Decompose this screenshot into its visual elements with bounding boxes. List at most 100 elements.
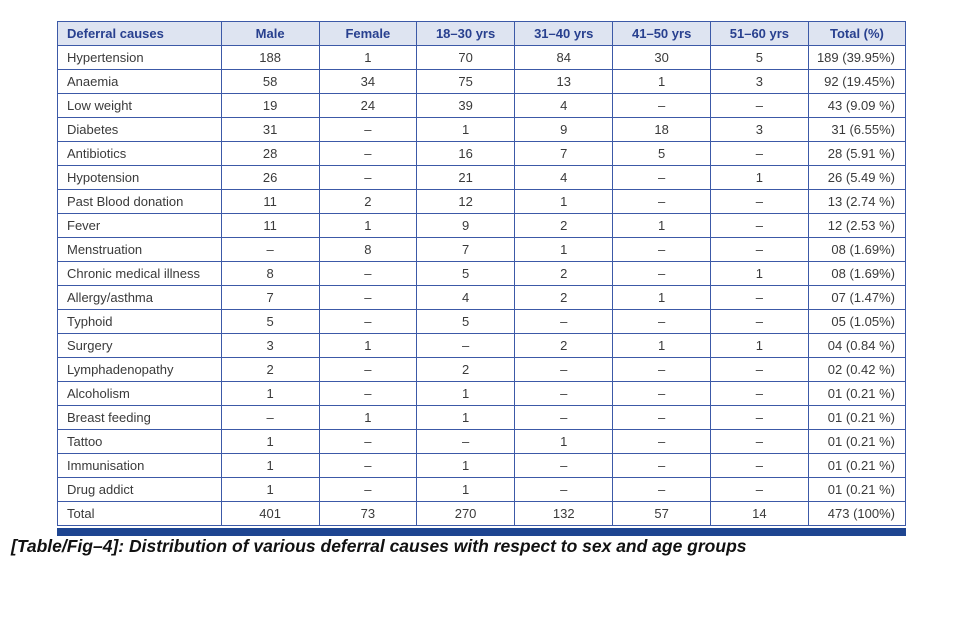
value-cell: 19 — [220, 93, 320, 118]
value-cell: 1 — [416, 405, 516, 430]
table-row: Allergy/asthma 7–4 2 1–07 (1.47%) — [57, 285, 907, 310]
value-cell: – — [416, 333, 516, 358]
column-header: 18–30 yrs — [416, 21, 516, 46]
row-label-cell: Allergy/asthma — [57, 285, 222, 310]
column-header: 31–40 yrs — [514, 21, 614, 46]
value-cell: 270 — [416, 501, 516, 526]
table-row: Typhoid 5–5– – –05 (1.05%) — [57, 309, 907, 334]
value-cell: 12 — [416, 189, 516, 214]
row-label-cell: Hypertension — [57, 45, 222, 70]
value-cell: – — [709, 429, 809, 454]
value-cell: 05 (1.05%) — [807, 309, 907, 334]
table-row: Antibiotics 28–16 7 5–28 (5.91 %) — [57, 141, 907, 166]
value-cell: – — [514, 357, 614, 382]
value-cell: 1 — [612, 285, 711, 310]
value-cell: 21 — [416, 165, 516, 190]
value-cell: 4 — [514, 165, 614, 190]
value-cell: 73 — [318, 501, 418, 526]
value-cell: – — [318, 453, 418, 478]
value-cell: 11 — [220, 213, 320, 238]
value-cell: – — [709, 213, 809, 238]
value-cell: – — [514, 405, 614, 430]
value-cell: 1 — [514, 189, 614, 214]
value-cell: 24 — [318, 93, 418, 118]
value-cell: 75 — [416, 69, 516, 94]
row-label-cell: Anaemia — [57, 69, 222, 94]
value-cell: – — [709, 93, 809, 118]
value-cell: – — [612, 93, 711, 118]
value-cell: – — [709, 285, 809, 310]
table-bottom-rule — [57, 528, 906, 536]
row-label-cell: Typhoid — [57, 309, 222, 334]
value-cell: 1 — [220, 453, 320, 478]
value-cell: 9 — [416, 213, 516, 238]
value-cell: 01 (0.21 %) — [807, 429, 907, 454]
value-cell: – — [318, 477, 418, 502]
value-cell: – — [514, 453, 614, 478]
value-cell: – — [709, 309, 809, 334]
value-cell: 1 — [709, 333, 809, 358]
value-cell: 30 — [612, 45, 711, 70]
table-row: Menstruation –8 7 1– –08 (1.69%) — [57, 237, 907, 262]
row-label-cell: Past Blood donation — [57, 189, 222, 214]
value-cell: 1 — [416, 117, 516, 142]
value-cell: – — [318, 309, 418, 334]
value-cell: 1 — [318, 405, 418, 430]
value-cell: – — [318, 117, 418, 142]
value-cell: 1 — [220, 381, 320, 406]
row-label-cell: Lymphadenopathy — [57, 357, 222, 382]
value-cell: 13 (2.74 %) — [807, 189, 907, 214]
value-cell: 1 — [612, 69, 711, 94]
column-header: Female — [318, 21, 418, 46]
value-cell: 11 — [220, 189, 320, 214]
value-cell: – — [612, 165, 711, 190]
row-label-cell: Antibiotics — [57, 141, 222, 166]
value-cell: 9 — [514, 117, 614, 142]
value-cell: 5 — [220, 309, 320, 334]
row-label-cell: Diabetes — [57, 117, 222, 142]
value-cell: – — [709, 453, 809, 478]
value-cell: – — [709, 141, 809, 166]
table-header-row: Deferral causes Male Female 18–30 yrs 31–40 … — [57, 21, 907, 46]
value-cell: 08 (1.69%) — [807, 261, 907, 286]
table-row: Hypotension 26–21 4–1 26 (5.49 %) — [57, 165, 907, 190]
value-cell: – — [612, 453, 711, 478]
table-row: Breast feeding –1 1– – –01 (0.21 %) — [57, 405, 907, 430]
row-label-cell: Alcoholism — [57, 381, 222, 406]
value-cell: 1 — [612, 333, 711, 358]
value-cell: 43 (9.09 %) — [807, 93, 907, 118]
value-cell: – — [612, 381, 711, 406]
table-head: Deferral causes Male Female 18–30 yrs 31–40 … — [57, 21, 907, 46]
value-cell: – — [514, 381, 614, 406]
value-cell: 28 — [220, 141, 320, 166]
column-header: Male — [220, 21, 320, 46]
row-label-cell: Breast feeding — [57, 405, 222, 430]
value-cell: – — [709, 405, 809, 430]
value-cell: 16 — [416, 141, 516, 166]
value-cell: 07 (1.47%) — [807, 285, 907, 310]
value-cell: 473 (100%) — [807, 501, 907, 526]
value-cell: – — [318, 261, 418, 286]
value-cell: 26 — [220, 165, 320, 190]
table-row: Fever 11 1 9 2 1–12 (2.53 %) — [57, 213, 907, 238]
table-row: Chronic medical illness 8–5 2–1 08 (1.69%) — [57, 261, 907, 286]
value-cell: 1 — [514, 237, 614, 262]
value-cell: 01 (0.21 %) — [807, 405, 907, 430]
table-row: Past Blood donation 11 2 12 1– –13 (2.74 %) — [57, 189, 907, 214]
value-cell: 01 (0.21 %) — [807, 453, 907, 478]
row-label-cell: Immunisation — [57, 453, 222, 478]
row-label-cell: Surgery — [57, 333, 222, 358]
value-cell: 2 — [220, 357, 320, 382]
value-cell: 3 — [220, 333, 320, 358]
value-cell: – — [612, 261, 711, 286]
value-cell: 58 — [220, 69, 320, 94]
value-cell: – — [612, 477, 711, 502]
value-cell: 1 — [318, 213, 418, 238]
value-cell: 02 (0.42 %) — [807, 357, 907, 382]
row-label-cell: Total — [57, 501, 222, 526]
value-cell: 188 — [220, 45, 320, 70]
value-cell: 4 — [416, 285, 516, 310]
value-cell: – — [709, 189, 809, 214]
value-cell: 57 — [612, 501, 711, 526]
